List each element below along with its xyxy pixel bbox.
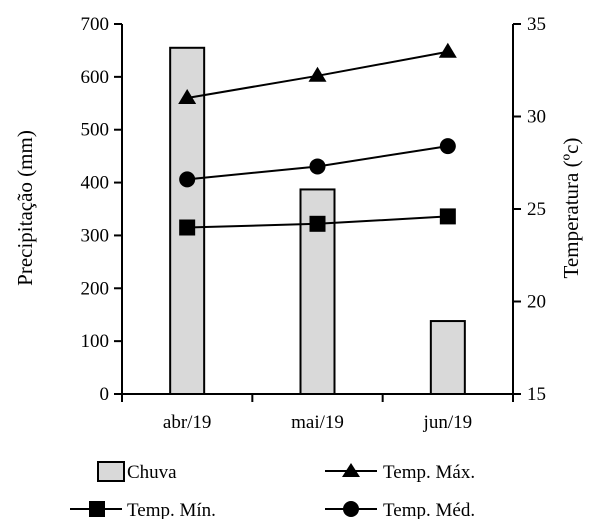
y-left-tick-label: 700 [81,14,110,35]
legend-swatch-chuva [97,461,125,482]
legend-marker-square-icon [89,501,105,517]
legend-label-temp-med: Temp. Méd. [383,500,475,519]
point-temp-m-x [178,89,197,104]
point-temp-m-d [179,171,196,188]
point-temp-m-x [438,42,457,58]
point-temp-m-d [439,138,456,155]
tick-labels: 0 100 200 300 400 500 600 700 15 20 25 30 35 abr/19 ma… [81,14,547,433]
y-right-tick-label: 35 [527,14,546,35]
y-left-axis-title: Precipitação (mm) [13,130,37,286]
y-left-tick-label: 400 [81,173,110,194]
point-temp-m-n [179,219,196,236]
point-temp-m-n [439,208,456,225]
y-left-tick-label: 300 [81,225,110,246]
y-right-tick-label: 30 [527,107,546,128]
y-right-axis-title: Temperatura (ºc) [559,138,583,279]
y-left-tick-label: 600 [81,67,110,88]
y-right-tick-label: 15 [527,384,546,405]
legend-label-chuva: Chuva [127,462,177,483]
point-temp-m-n [309,215,326,232]
legend-marker-triangle-icon [342,463,360,477]
x-tick-label: mai/19 [291,412,344,433]
y-left-tick-label: 200 [81,278,110,299]
y-left-tick-label: 100 [81,331,110,352]
y-right-tick-label: 25 [527,199,546,220]
point-temp-m-x [308,66,327,82]
y-left-tick-label: 0 [100,384,110,405]
x-tick-label: jun/19 [423,412,473,433]
x-tick-label: abr/19 [163,412,212,433]
legend-label-temp-max: Temp. Máx. [383,462,475,483]
bar-chuva [429,320,466,395]
point-temp-m-d [309,158,326,175]
lines-layer [178,42,457,236]
legend-marker-circle-icon [343,501,359,517]
legend-label-temp-min: Temp. Mín. [127,500,216,519]
y-right-tick-label: 20 [527,292,546,313]
legend: Chuva Temp. Máx. Temp. Mín. Temp. Méd. [70,461,475,519]
y-left-tick-label: 500 [81,120,110,141]
